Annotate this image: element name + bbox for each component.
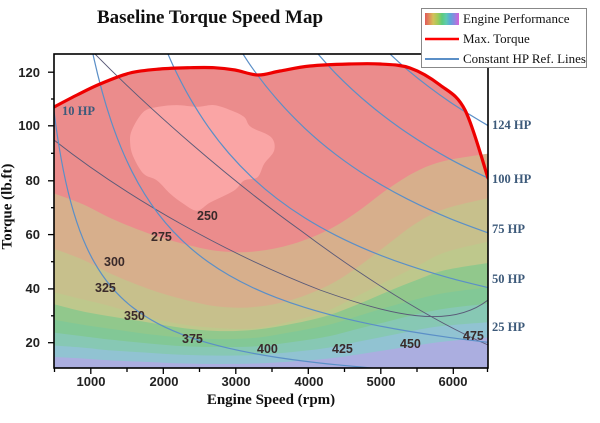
svg-text:25 HP: 25 HP: [492, 320, 525, 334]
svg-text:450: 450: [400, 337, 421, 351]
svg-text:100 HP: 100 HP: [492, 172, 532, 186]
svg-text:300: 300: [104, 255, 125, 269]
svg-text:425: 425: [332, 342, 353, 356]
svg-text:124 HP: 124 HP: [492, 118, 532, 132]
svg-text:475: 475: [463, 329, 484, 343]
svg-text:375: 375: [182, 332, 203, 346]
svg-text:250: 250: [197, 209, 218, 223]
svg-text:75 HP: 75 HP: [492, 222, 525, 236]
svg-text:325: 325: [95, 281, 116, 295]
svg-text:400: 400: [257, 342, 278, 356]
svg-text:350: 350: [124, 309, 145, 323]
svg-text:50 HP: 50 HP: [492, 272, 525, 286]
svg-text:10 HP: 10 HP: [62, 104, 95, 118]
svg-text:275: 275: [151, 230, 172, 244]
